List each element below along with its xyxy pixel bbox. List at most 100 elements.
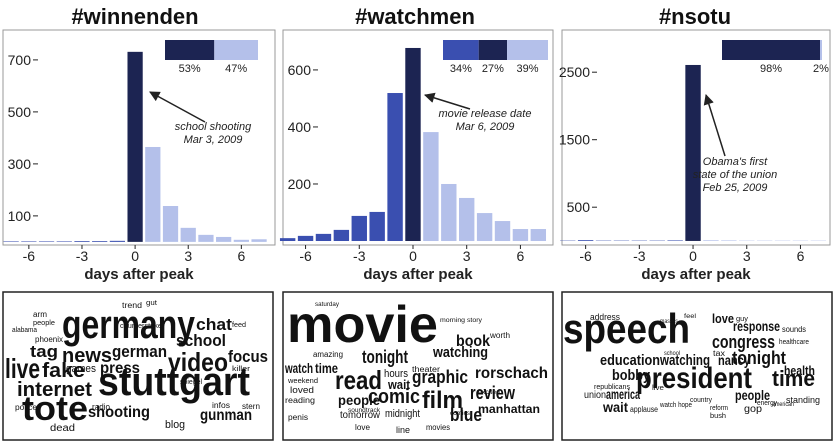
- share-label: 47%: [225, 63, 247, 75]
- word: graphic: [412, 367, 468, 387]
- x-tick-label: 3: [463, 248, 471, 264]
- bar: [127, 51, 143, 242]
- word: school: [176, 331, 226, 350]
- y-tick-label: 100: [8, 208, 32, 224]
- word: midnight: [385, 408, 420, 420]
- word: republicans: [594, 384, 630, 391]
- bar: [494, 221, 511, 242]
- bar: [333, 229, 350, 242]
- chart-title: #nsotu: [659, 4, 731, 29]
- share-label: 2%: [813, 63, 829, 75]
- word: police: [15, 403, 38, 412]
- word: feed: [232, 322, 246, 329]
- bar: [74, 241, 90, 242]
- word: blog: [165, 419, 185, 431]
- annotation: movie release date: [439, 108, 532, 120]
- word: energy: [757, 400, 777, 407]
- word: blue: [450, 405, 482, 425]
- word: manhattan: [478, 402, 540, 416]
- word-cloud-frame: [2, 291, 274, 441]
- bar: [459, 197, 475, 242]
- bar: [145, 146, 161, 242]
- bar: [405, 47, 421, 242]
- annotation-arrow: [703, 93, 726, 157]
- share-segment: [507, 40, 548, 60]
- word: wait: [387, 377, 410, 392]
- bar: [56, 241, 72, 242]
- word: film: [422, 387, 463, 414]
- word: movies: [426, 423, 450, 432]
- word: time: [772, 366, 815, 391]
- bar: [180, 227, 196, 242]
- word: education: [600, 352, 660, 369]
- bar: [423, 132, 439, 242]
- word: tonight: [362, 347, 408, 367]
- word: nancy: [718, 352, 750, 368]
- word: rorschach: [475, 365, 548, 382]
- word: people: [33, 320, 55, 327]
- share-segment: [820, 40, 822, 60]
- y-tick-label: 500: [567, 199, 591, 215]
- bar: [667, 240, 683, 241]
- word: saturday: [315, 302, 339, 308]
- bar: [512, 229, 529, 242]
- x-tick-label: 0: [689, 248, 697, 264]
- word: trend: [122, 301, 142, 310]
- word: watch hope: [659, 402, 692, 409]
- word: dead: [50, 423, 75, 434]
- x-tick-label: 6: [797, 248, 805, 264]
- word: country: [690, 397, 712, 404]
- x-tick-label: 3: [184, 248, 192, 264]
- word: morning story: [440, 318, 482, 324]
- share-segment: [722, 40, 820, 60]
- word: comics: [450, 411, 470, 417]
- bar: [441, 183, 457, 242]
- word: excited: [478, 390, 500, 396]
- y-tick-label: 2500: [559, 64, 590, 80]
- word: speech: [563, 305, 690, 352]
- word: stuttgart: [98, 360, 250, 404]
- word: american: [772, 402, 794, 408]
- word: love: [355, 423, 371, 432]
- x-tick-label: 6: [517, 248, 525, 264]
- word-cloud-frame: [561, 291, 833, 441]
- word: applause: [630, 405, 658, 414]
- word: america: [606, 386, 640, 402]
- word: reading: [285, 396, 315, 405]
- bar: [315, 233, 332, 242]
- word: counterstrike: [120, 323, 162, 330]
- y-tick-label: 400: [288, 119, 312, 135]
- word: fake: [42, 360, 85, 382]
- word: bobby: [612, 367, 651, 384]
- word: live: [652, 385, 664, 392]
- word: hours: [384, 368, 408, 380]
- word: people: [338, 392, 380, 408]
- bar: [92, 241, 108, 242]
- plot-frame: [282, 29, 554, 246]
- annotation-arrow: [149, 91, 206, 123]
- word: president: [636, 362, 752, 395]
- word-cloud-frame: [282, 291, 554, 441]
- word: press: [100, 360, 140, 377]
- y-tick-label: 300: [8, 156, 32, 172]
- bar: [279, 238, 296, 242]
- word: watching: [432, 344, 488, 361]
- word: tag: [30, 342, 58, 361]
- chart-title: #winnenden: [71, 4, 198, 29]
- word: live: [5, 353, 40, 384]
- word: germany: [62, 303, 196, 347]
- x-tick-label: 0: [409, 248, 417, 264]
- bar: [251, 239, 267, 242]
- word: feel: [684, 314, 696, 320]
- bar: [387, 93, 403, 242]
- bar: [297, 235, 314, 242]
- bar: [530, 229, 547, 242]
- share-segment: [214, 40, 258, 60]
- bar: [685, 64, 701, 241]
- y-tick-label: 500: [8, 104, 32, 120]
- word: phoenix: [35, 335, 63, 344]
- annotation: Mar 3, 2009: [184, 134, 243, 146]
- word: killer: [232, 366, 251, 373]
- bar: [21, 241, 37, 242]
